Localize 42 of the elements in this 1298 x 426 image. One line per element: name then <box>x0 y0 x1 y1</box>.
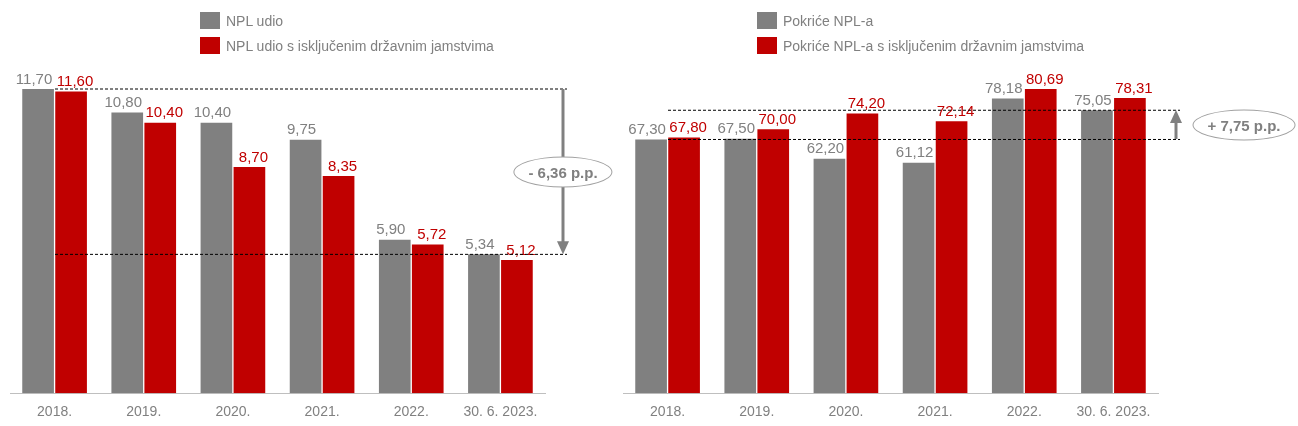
x-tick-label: 2022. <box>393 403 429 420</box>
data-label: 11,60 <box>56 72 94 90</box>
x-tick-label: 30. 6. 2023. <box>463 403 538 420</box>
data-label: 67,50 <box>717 119 756 137</box>
data-label: 9,75 <box>286 120 317 138</box>
x-tick-label: 30. 6. 2023. <box>1076 403 1151 420</box>
x-tick-label: 2018. <box>37 403 73 420</box>
data-label: 72,14 <box>936 101 975 119</box>
data-label: 5,34 <box>465 235 495 252</box>
data-label: 74,20 <box>847 94 886 112</box>
data-label: 10,40 <box>145 103 184 121</box>
x-tick-label: 2020. <box>215 403 251 420</box>
x-tick-label: 2021. <box>917 403 953 420</box>
annotation: - 6,36 p.p. <box>513 156 613 188</box>
data-label: 8,35 <box>327 156 358 174</box>
data-label: 75,05 <box>1074 90 1112 108</box>
text: + 7,75 p.p. <box>1192 109 1296 141</box>
data-label: 70,00 <box>758 109 797 127</box>
legend-label: Pokriće NPL-a <box>783 12 874 29</box>
data-label: 10,80 <box>104 93 143 111</box>
legend-label: NPL udio s isključenim državnim jamstvima <box>226 37 494 54</box>
data-label: 5,12 <box>506 240 536 258</box>
x-tick-label: 2019. <box>126 403 162 420</box>
data-label: 78,31 <box>1115 78 1153 96</box>
data-label: 78,18 <box>984 79 1023 97</box>
data-label: 67,80 <box>669 118 707 136</box>
x-tick-label: 2020. <box>828 403 864 420</box>
x-tick-label: 2021. <box>304 403 340 420</box>
data-label: 8,70 <box>238 147 269 165</box>
data-label: 10,40 <box>193 103 232 121</box>
data-label: 11,70 <box>15 69 53 87</box>
legend-label: NPL udio <box>226 12 284 29</box>
x-tick-label: 2019. <box>739 403 775 420</box>
data-label: 61,12 <box>895 143 934 161</box>
data-label: 80,69 <box>1025 69 1064 87</box>
legend-label: Pokriće NPL-a s isključenim državnim jamstvima <box>783 37 1085 54</box>
data-label: 67,30 <box>628 120 666 138</box>
data-label: 5,90 <box>376 220 406 238</box>
data-label: 62,20 <box>806 139 845 157</box>
data-label: 5,72 <box>417 225 447 243</box>
x-tick-label: 2022. <box>1006 403 1042 420</box>
x-tick-label: 2018. <box>650 403 686 420</box>
